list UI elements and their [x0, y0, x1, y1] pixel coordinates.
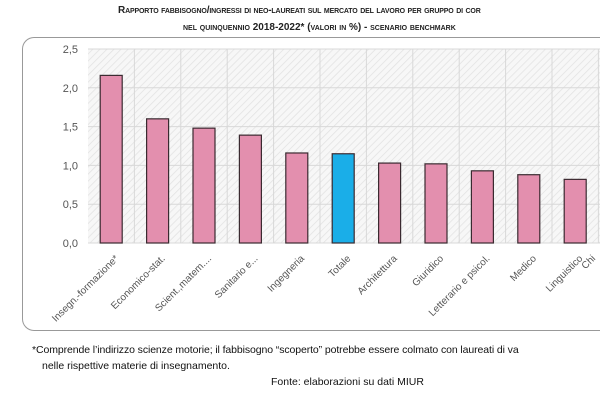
y-tick-label: 0,5	[63, 199, 78, 211]
x-tick-label: Medico	[508, 253, 539, 284]
y-tick-label: 1,5	[63, 122, 78, 134]
chart-title-line2: nel quinquennio 2018-2022* (valori in %)…	[183, 22, 456, 33]
x-tick-label: Sanitario e...	[213, 253, 260, 300]
x-tick-label: Linguistico	[544, 253, 585, 294]
bar-architettura	[378, 162, 402, 244]
footnote-continued: nelle rispettive materie di insegnamento…	[42, 360, 230, 372]
footnote: *Comprende l’indirizzo scienze motorie; …	[32, 344, 519, 356]
x-tick-label: Totale	[327, 253, 354, 280]
bar-ingegneria	[285, 152, 309, 244]
x-tick-label: Insegn.-formazione*	[50, 253, 121, 324]
y-tick-label: 2,0	[63, 83, 78, 95]
y-tick-label: 2,5	[63, 44, 78, 56]
chart-title: Rapporto fabbisogno/ingressi di neo-laur…	[0, 2, 600, 38]
bar-sanitario-e-	[238, 134, 262, 244]
x-tick-label: Giuridico	[410, 253, 446, 289]
bar-letterario-e-psicol-	[470, 170, 494, 244]
y-tick-label: 0,0	[63, 238, 78, 250]
bar-linguistico	[563, 178, 587, 244]
x-tick-label: Ingegneria	[266, 253, 308, 295]
bar-medico	[517, 174, 541, 244]
bar-economico-stat-	[146, 118, 170, 244]
y-tick-label: 1,0	[63, 160, 78, 172]
bar-insegn-formazione-	[99, 74, 123, 244]
bar-totale	[331, 153, 355, 244]
x-tick-label: Architettura	[356, 253, 400, 297]
source-note: Fonte: elaborazioni su dati MIUR	[271, 376, 424, 388]
bar-scient-matem-	[192, 127, 216, 244]
bar-giuridico	[424, 163, 448, 244]
x-tick-label: Chi	[580, 253, 598, 271]
chart-frame	[22, 37, 600, 331]
chart-title-line1: Rapporto fabbisogno/ingressi di neo-laur…	[118, 5, 481, 16]
bar-chart: 0,00,51,01,52,02,5Insegn.-formazione*Eco…	[50, 44, 600, 324]
